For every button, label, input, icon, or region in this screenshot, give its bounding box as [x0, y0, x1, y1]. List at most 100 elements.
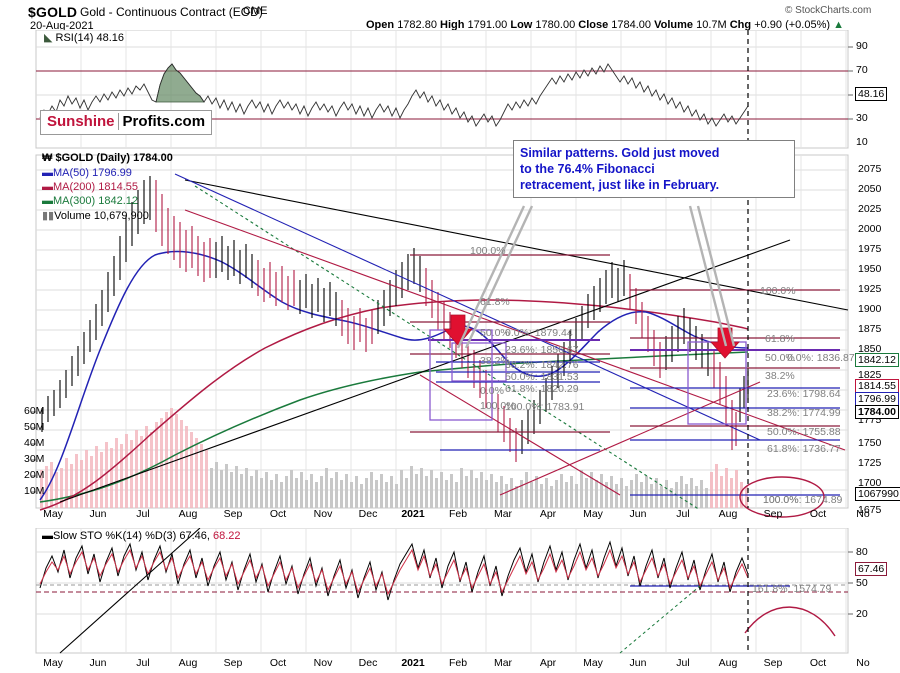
stochastic-legend-d: 68.22 [212, 530, 241, 542]
volume-value: 10.7M [696, 19, 727, 31]
main-xtick-aug: Aug [178, 508, 198, 520]
volume-tick-50M: 50M [24, 421, 45, 433]
rsi-legend-text: RSI(14) 48.16 [55, 32, 125, 44]
stochastic-panel [35, 528, 853, 654]
ma200-value-tag: 1814.55 [855, 379, 899, 393]
last-price-tag: 1784.00 [855, 405, 899, 419]
legend-volume: ▮▮Volume 10,679,900 [42, 209, 149, 222]
rsi-panel [35, 30, 853, 149]
candlestick-icon: ₩ [42, 152, 53, 164]
price-tick-2075: 2075 [858, 163, 882, 175]
rsi-ytick-10: 10 [856, 136, 868, 148]
watermark-brand: Sunshine [47, 113, 115, 130]
price-tick-1900: 1900 [858, 303, 882, 315]
fib-right-label-3: 38.2% [765, 370, 795, 382]
highlight-ellipse [739, 476, 825, 518]
sto-xtick-sep: Sep [763, 657, 783, 669]
down-arrow-left [443, 314, 473, 346]
price-tick-1950: 1950 [858, 263, 882, 275]
legend-ma50: ▬MA(50) 1796.99 [42, 167, 132, 179]
volume-tick-60M: 60M [24, 405, 45, 417]
price-tick-1725: 1725 [858, 457, 882, 469]
fib-right-label-0: 100.0% [760, 285, 796, 297]
price-tick-2000: 2000 [858, 223, 882, 235]
low-label: Low [510, 19, 533, 31]
main-xtick-2021: 2021 [401, 508, 425, 520]
volume-tick-10M: 10M [24, 485, 45, 497]
chg-value: +0.90 (+0.05%) [754, 19, 831, 31]
sto-xtick-aug: Aug [718, 657, 738, 669]
rsi-value-tag: 48.16 [855, 87, 888, 101]
volume-bars-icon: ▮▮ [42, 210, 55, 222]
stochastic-legend-k: Slow STO %K(14) %D(3) 67.46, [53, 530, 210, 542]
fib-right-value-0: 0.0%: 1836.87 [787, 352, 855, 364]
price-tick-2025: 2025 [858, 203, 882, 215]
sto-xtick-may: May [43, 657, 63, 669]
chart-symbol: $GOLD [28, 4, 78, 20]
fib-right-lines [630, 289, 840, 496]
quote-bar: Open 1782.80 High 1791.00 Low 1780.00 Cl… [366, 19, 844, 31]
sto-ytick-20: 20 [856, 608, 868, 620]
annotation-line-3: retracement, just like in February. [520, 178, 720, 192]
sto-fib-label: 161.8%: 1574.79 [752, 583, 832, 595]
sto-xtick-jun: Jun [629, 657, 647, 669]
main-xtick-mar: Mar [493, 508, 513, 520]
main-xtick-oct: Oct [269, 508, 287, 520]
fib-left-value-3: 50.0%: 1831.53 [505, 371, 579, 383]
main-price-panel [31, 154, 849, 518]
sto-xtick-jun: Jun [89, 657, 107, 669]
fib-right-value-4: 61.8%: 1736.77 [767, 443, 841, 455]
volume-label: Volume [654, 19, 694, 31]
fib-right-value-2: 38.2%: 1774.99 [767, 407, 841, 419]
rsi-legend: ◣ RSI(14) 48.16 [44, 31, 124, 44]
main-xtick-dec: Dec [358, 508, 378, 520]
price-tick-1700: 1700 [858, 477, 882, 489]
main-xtick-jul: Jul [136, 508, 150, 520]
sto-ytick-80: 80 [856, 546, 868, 558]
fib-left-label-0: 100.0% [470, 245, 506, 257]
fib-left-value-2: 38.2%: 1842.76 [505, 359, 579, 371]
chart-exchange: CME [243, 5, 268, 17]
volume-value-tag: 1067990 [855, 487, 900, 501]
sto-xtick-mar: Mar [493, 657, 513, 669]
sto-xtick-no: No [856, 657, 870, 669]
legend-ma50-text: MA(50) 1796.99 [53, 167, 132, 179]
legend-ma300-text: MA(300) 1842.12 [53, 195, 138, 207]
open-label: Open [366, 19, 395, 31]
price-tick-1850: 1850 [858, 343, 882, 355]
fib-left-label-5: 100.0% [480, 400, 516, 412]
sto-xtick-jul: Jul [136, 657, 150, 669]
sto-xtick-oct: Oct [269, 657, 287, 669]
fib-right-label-2: 50.0% [765, 352, 795, 364]
open-value: 1782.80 [397, 19, 437, 31]
legend-ma200: ▬MA(200) 1814.55 [42, 181, 138, 193]
main-xtick-jul: Jul [676, 508, 690, 520]
price-tick-1675: 1675 [858, 504, 882, 516]
stochastic-xaxis-labels: May Jun Jul Aug Sep Oct Nov Dec 2021 Feb Mar Apr May… [0, 657, 900, 673]
ma50-swatch-icon: ▬ [42, 167, 53, 179]
sto-xtick-may: May [583, 657, 603, 669]
ma300-value-tag: 1842.12 [855, 353, 899, 367]
legend-ma300: ▬MA(300) 1842.12 [42, 195, 138, 207]
price-tick-1875: 1875 [858, 323, 882, 335]
sto-xtick-feb: Feb [448, 657, 468, 669]
chart-instrument-name: Gold - Continuous Contract (EOD) [80, 5, 263, 19]
source-attribution: © StockCharts.com [785, 5, 872, 16]
annotation-leader-lines [456, 205, 736, 349]
sto-xtick-sep: Sep [223, 657, 243, 669]
sto-value-tag: 67.46 [855, 562, 888, 576]
ma50-value-tag: 1796.99 [855, 392, 899, 406]
price-tick-1750: 1750 [858, 437, 882, 449]
main-xtick-no: No [856, 508, 870, 520]
fib-left-label-2: 50.0% [480, 327, 510, 339]
close-value: 1784.00 [611, 19, 652, 31]
main-xtick-feb: Feb [448, 508, 468, 520]
sto-xtick-jul: Jul [676, 657, 690, 669]
main-xtick-may: May [583, 508, 603, 520]
annotation-line-1: Similar patterns. Gold just moved [520, 146, 720, 160]
fib-right-value-1: 23.6%: 1798.64 [767, 388, 841, 400]
price-tick-2050: 2050 [858, 183, 882, 195]
rsi-ytick-30: 30 [856, 112, 868, 124]
watermark-logo: Sunshine Profits.com [40, 110, 213, 135]
watermark-domain: Profits.com [117, 113, 206, 130]
